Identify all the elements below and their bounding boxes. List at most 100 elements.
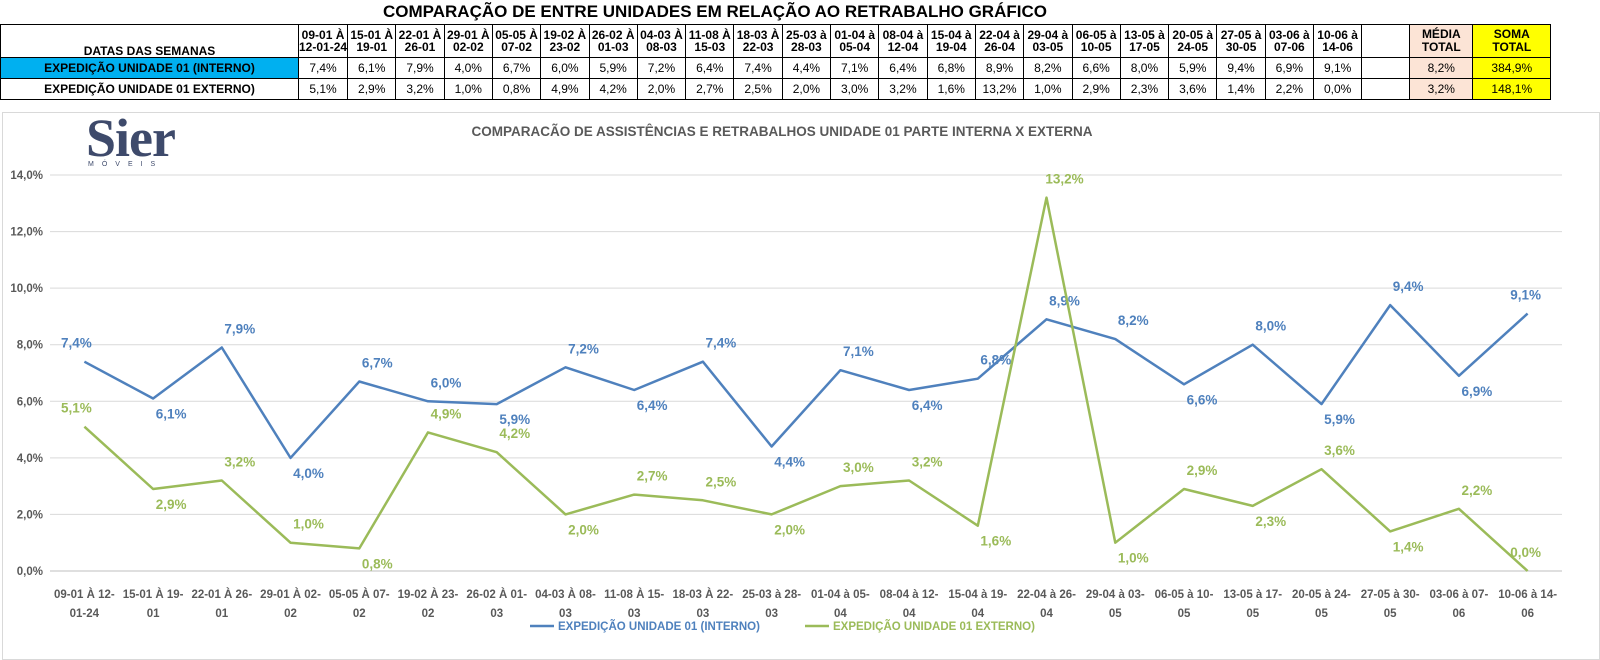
table-cell: 2,0%	[636, 78, 687, 100]
soma-total-cell: 148,1%	[1472, 78, 1552, 100]
table-cell: 3,6%	[1168, 78, 1218, 100]
table-row: EXPEDIÇÃO UNIDADE 01 (INTERNO) 7,4% 6,1% 7,…	[0, 57, 1552, 79]
legend-label: EXPEDIÇÃO UNIDADE 01 (INTERNO)	[558, 620, 760, 633]
data-label: 2,9%	[1187, 463, 1218, 478]
data-label: 5,9%	[499, 412, 530, 427]
data-label: 3,2%	[912, 454, 943, 469]
x-tick-label: 22-04 à 26-04	[1017, 589, 1076, 620]
y-tick-label: 8,0%	[17, 340, 43, 352]
data-label: 4,9%	[431, 406, 462, 421]
data-label: 2,0%	[568, 522, 599, 537]
data-label: 0,0%	[1510, 545, 1541, 560]
table-cell: 1,0%	[443, 78, 493, 100]
week-header: 26-02 À 01-03	[588, 24, 638, 58]
week-header: 08-04 à 12-04	[878, 24, 928, 58]
data-label: 8,9%	[1049, 293, 1080, 308]
data-label: 8,2%	[1118, 313, 1149, 328]
table-cell: 9,1%	[1312, 57, 1363, 79]
table-cell: 3,0%	[830, 78, 880, 100]
week-header: 25-03 à 28-03	[781, 24, 832, 58]
week-header: 20-05 à 24-05	[1168, 24, 1218, 58]
y-tick-label: 4,0%	[17, 453, 43, 465]
x-tick-label: 03-06 à 07-06	[1429, 589, 1488, 620]
table-cell: 5,9%	[1168, 57, 1218, 79]
week-header: 06-05 à 10-05	[1071, 24, 1121, 58]
week-header: 15-01 À 19-01	[347, 24, 397, 58]
table-cell: 2,9%	[1071, 78, 1121, 100]
table-cell: 6,0%	[540, 57, 590, 79]
x-tick-label: 09-01 À 12-01-24	[54, 588, 115, 620]
y-tick-label: 10,0%	[10, 283, 43, 295]
data-label: 4,2%	[499, 426, 530, 441]
dates-label: DATAS DAS SEMANAS	[0, 24, 299, 58]
data-label: 7,4%	[706, 336, 737, 351]
media-total-header: MÉDIA TOTAL	[1409, 24, 1474, 58]
data-label: 6,8%	[980, 353, 1011, 368]
company-logo: Sier MÓVEIS	[86, 108, 176, 168]
table-cell: 2,2%	[1264, 78, 1314, 100]
table-cell: 3,2%	[878, 78, 928, 100]
x-tick-label: 13-05 à 17-05	[1223, 589, 1282, 620]
x-tick-label: 29-04 à 03-05	[1086, 589, 1145, 620]
table-cell: 1,0%	[1023, 78, 1073, 100]
data-label: 7,4%	[61, 336, 92, 351]
x-tick-label: 01-04 à 05-04	[811, 589, 870, 620]
data-label: 6,7%	[362, 355, 393, 370]
data-label: 2,2%	[1462, 483, 1493, 498]
week-header: 11-08 À 15-03	[685, 24, 735, 58]
data-label: 2,0%	[774, 522, 805, 537]
data-label: 3,0%	[843, 460, 874, 475]
week-header: 13-05 à 17-05	[1119, 24, 1170, 58]
x-tick-label: 20-05 à 24-05	[1292, 589, 1351, 620]
table-cell: 3,2%	[395, 78, 445, 100]
data-label: 5,1%	[61, 401, 92, 416]
table-cell: 4,9%	[540, 78, 590, 100]
table-cell: 2,7%	[685, 78, 735, 100]
table-cell: 0,8%	[491, 78, 542, 100]
series-line-2	[83, 196, 1529, 572]
y-tick-label: 6,0%	[17, 396, 43, 408]
week-header: 04-03 À 08-03	[636, 24, 687, 58]
week-header: 15-04 à 19-04	[926, 24, 976, 58]
table-cell: 2,5%	[733, 78, 783, 100]
x-tick-label: 26-02 À 01-03	[466, 588, 527, 620]
x-tick-label: 05-05 À 07-02	[329, 588, 390, 620]
table-cell: 6,7%	[491, 57, 542, 79]
table-cell: 0,0%	[1312, 78, 1363, 100]
data-label: 7,9%	[224, 322, 255, 337]
table-cell: 6,4%	[878, 57, 928, 79]
week-header: 22-04 à 26-04	[974, 24, 1025, 58]
table-cell: 4,2%	[588, 78, 638, 100]
table-cell: 8,0%	[1119, 57, 1170, 79]
data-label: 1,0%	[293, 517, 324, 532]
x-tick-label: 25-03 à 28-03	[742, 589, 801, 620]
data-label: 3,2%	[224, 454, 255, 469]
data-label: 6,0%	[431, 375, 462, 390]
series-line-1	[83, 303, 1529, 460]
soma-total-header: SOMA TOTAL	[1472, 24, 1552, 58]
data-label: 7,2%	[568, 341, 599, 356]
table-cell: 2,9%	[347, 78, 397, 100]
x-tick-label: 15-01 À 19-01	[123, 588, 184, 620]
week-header: 18-03 À 22-03	[733, 24, 783, 58]
x-tick-label: 04-03 À 08-03	[535, 588, 596, 620]
y-tick-label: 2,0%	[17, 509, 43, 521]
chart-title: COMPARACÃO DE ASSISTÊNCIAS E RETRABALHOS…	[471, 124, 1092, 139]
week-header: 29-04 à 03-05	[1023, 24, 1073, 58]
y-tick-label: 14,0%	[10, 170, 43, 182]
week-header: 19-02 À 23-02	[540, 24, 590, 58]
data-label: 1,6%	[980, 534, 1011, 549]
table-cell: 1,4%	[1216, 78, 1266, 100]
data-label: 8,0%	[1255, 319, 1286, 334]
data-label: 4,4%	[774, 455, 805, 470]
table-cell: 6,4%	[685, 57, 735, 79]
table-cell: 1,6%	[926, 78, 976, 100]
data-label: 1,4%	[1393, 539, 1424, 554]
data-label: 0,8%	[362, 556, 393, 571]
table-cell: 8,9%	[974, 57, 1025, 79]
week-header: 09-01 À 12-01-24	[297, 24, 349, 58]
y-tick-label: 12,0%	[10, 227, 43, 239]
